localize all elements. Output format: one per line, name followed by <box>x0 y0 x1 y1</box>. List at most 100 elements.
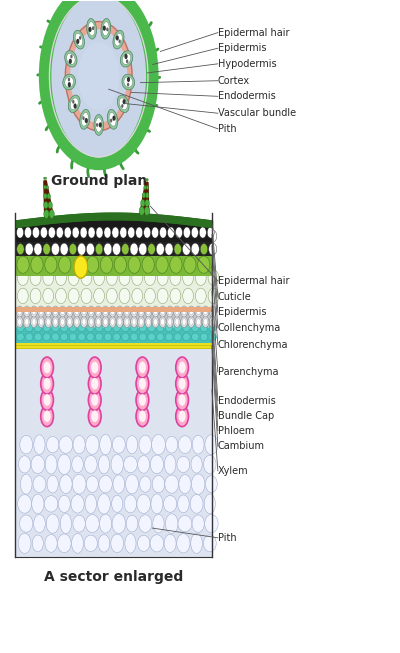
Ellipse shape <box>43 230 51 242</box>
Circle shape <box>211 319 215 325</box>
Ellipse shape <box>25 230 33 242</box>
Circle shape <box>195 306 202 317</box>
Ellipse shape <box>84 455 97 473</box>
Circle shape <box>41 390 54 410</box>
Ellipse shape <box>58 534 71 552</box>
Text: Ground plan: Ground plan <box>50 174 147 187</box>
Circle shape <box>127 77 130 82</box>
Ellipse shape <box>207 227 214 238</box>
Ellipse shape <box>144 288 155 304</box>
Circle shape <box>176 374 188 394</box>
Ellipse shape <box>71 495 84 513</box>
Text: Phloem: Phloem <box>218 426 254 436</box>
Circle shape <box>178 394 186 406</box>
Ellipse shape <box>106 270 117 285</box>
Ellipse shape <box>126 474 138 494</box>
Circle shape <box>25 319 29 325</box>
Ellipse shape <box>109 112 116 126</box>
Circle shape <box>132 308 136 315</box>
Circle shape <box>139 362 146 374</box>
Circle shape <box>54 319 57 325</box>
Ellipse shape <box>200 333 208 341</box>
Circle shape <box>91 378 98 390</box>
Ellipse shape <box>60 333 68 341</box>
Ellipse shape <box>113 231 120 242</box>
Circle shape <box>159 306 166 317</box>
Ellipse shape <box>144 270 155 285</box>
Ellipse shape <box>152 227 159 238</box>
Circle shape <box>81 306 87 317</box>
Ellipse shape <box>151 494 163 514</box>
Ellipse shape <box>63 74 76 90</box>
Ellipse shape <box>130 230 138 242</box>
Ellipse shape <box>165 231 173 242</box>
Bar <box>15 227 212 242</box>
Text: Endodermis: Endodermis <box>218 91 276 101</box>
Ellipse shape <box>59 256 71 274</box>
Circle shape <box>122 99 126 104</box>
Circle shape <box>18 308 22 315</box>
Bar <box>15 343 212 349</box>
Ellipse shape <box>119 288 130 304</box>
Ellipse shape <box>191 243 199 255</box>
Circle shape <box>59 306 66 317</box>
Circle shape <box>24 317 30 327</box>
Ellipse shape <box>31 455 45 473</box>
Circle shape <box>65 22 132 131</box>
Ellipse shape <box>130 324 138 332</box>
Circle shape <box>196 319 200 325</box>
Circle shape <box>147 178 148 181</box>
Ellipse shape <box>95 324 103 332</box>
Ellipse shape <box>124 456 137 473</box>
Ellipse shape <box>150 535 164 552</box>
Circle shape <box>41 406 54 426</box>
Ellipse shape <box>117 95 129 112</box>
Ellipse shape <box>104 227 111 238</box>
Circle shape <box>95 306 102 317</box>
Circle shape <box>116 35 119 40</box>
Circle shape <box>109 317 116 327</box>
Circle shape <box>142 193 146 198</box>
Ellipse shape <box>45 256 57 274</box>
Circle shape <box>74 256 88 278</box>
Circle shape <box>109 306 116 317</box>
Circle shape <box>154 319 158 325</box>
Ellipse shape <box>51 243 60 255</box>
Ellipse shape <box>209 243 217 255</box>
Circle shape <box>88 374 101 394</box>
Circle shape <box>44 202 48 208</box>
Ellipse shape <box>69 324 77 332</box>
Ellipse shape <box>152 475 165 493</box>
Ellipse shape <box>111 534 124 552</box>
Ellipse shape <box>174 244 182 255</box>
Ellipse shape <box>31 256 43 274</box>
Ellipse shape <box>170 288 181 304</box>
Text: Epidermal hair: Epidermal hair <box>218 276 289 286</box>
Circle shape <box>66 306 73 317</box>
Ellipse shape <box>132 288 143 304</box>
Circle shape <box>96 319 100 325</box>
Ellipse shape <box>18 288 28 304</box>
Circle shape <box>136 406 149 426</box>
Circle shape <box>154 308 158 315</box>
Circle shape <box>211 308 215 315</box>
Text: Xylem: Xylem <box>218 466 248 476</box>
Ellipse shape <box>17 324 24 332</box>
Ellipse shape <box>165 243 173 255</box>
Ellipse shape <box>34 333 42 341</box>
Ellipse shape <box>184 256 196 274</box>
Circle shape <box>103 25 106 31</box>
Ellipse shape <box>85 494 96 513</box>
Ellipse shape <box>60 324 68 332</box>
Ellipse shape <box>200 244 208 255</box>
Circle shape <box>44 185 46 189</box>
Ellipse shape <box>104 333 112 341</box>
Bar <box>15 307 212 312</box>
Ellipse shape <box>95 230 103 242</box>
Ellipse shape <box>20 436 33 454</box>
Ellipse shape <box>119 98 127 110</box>
Bar <box>15 312 212 328</box>
Ellipse shape <box>60 475 72 494</box>
Ellipse shape <box>73 515 85 532</box>
Circle shape <box>139 394 146 406</box>
